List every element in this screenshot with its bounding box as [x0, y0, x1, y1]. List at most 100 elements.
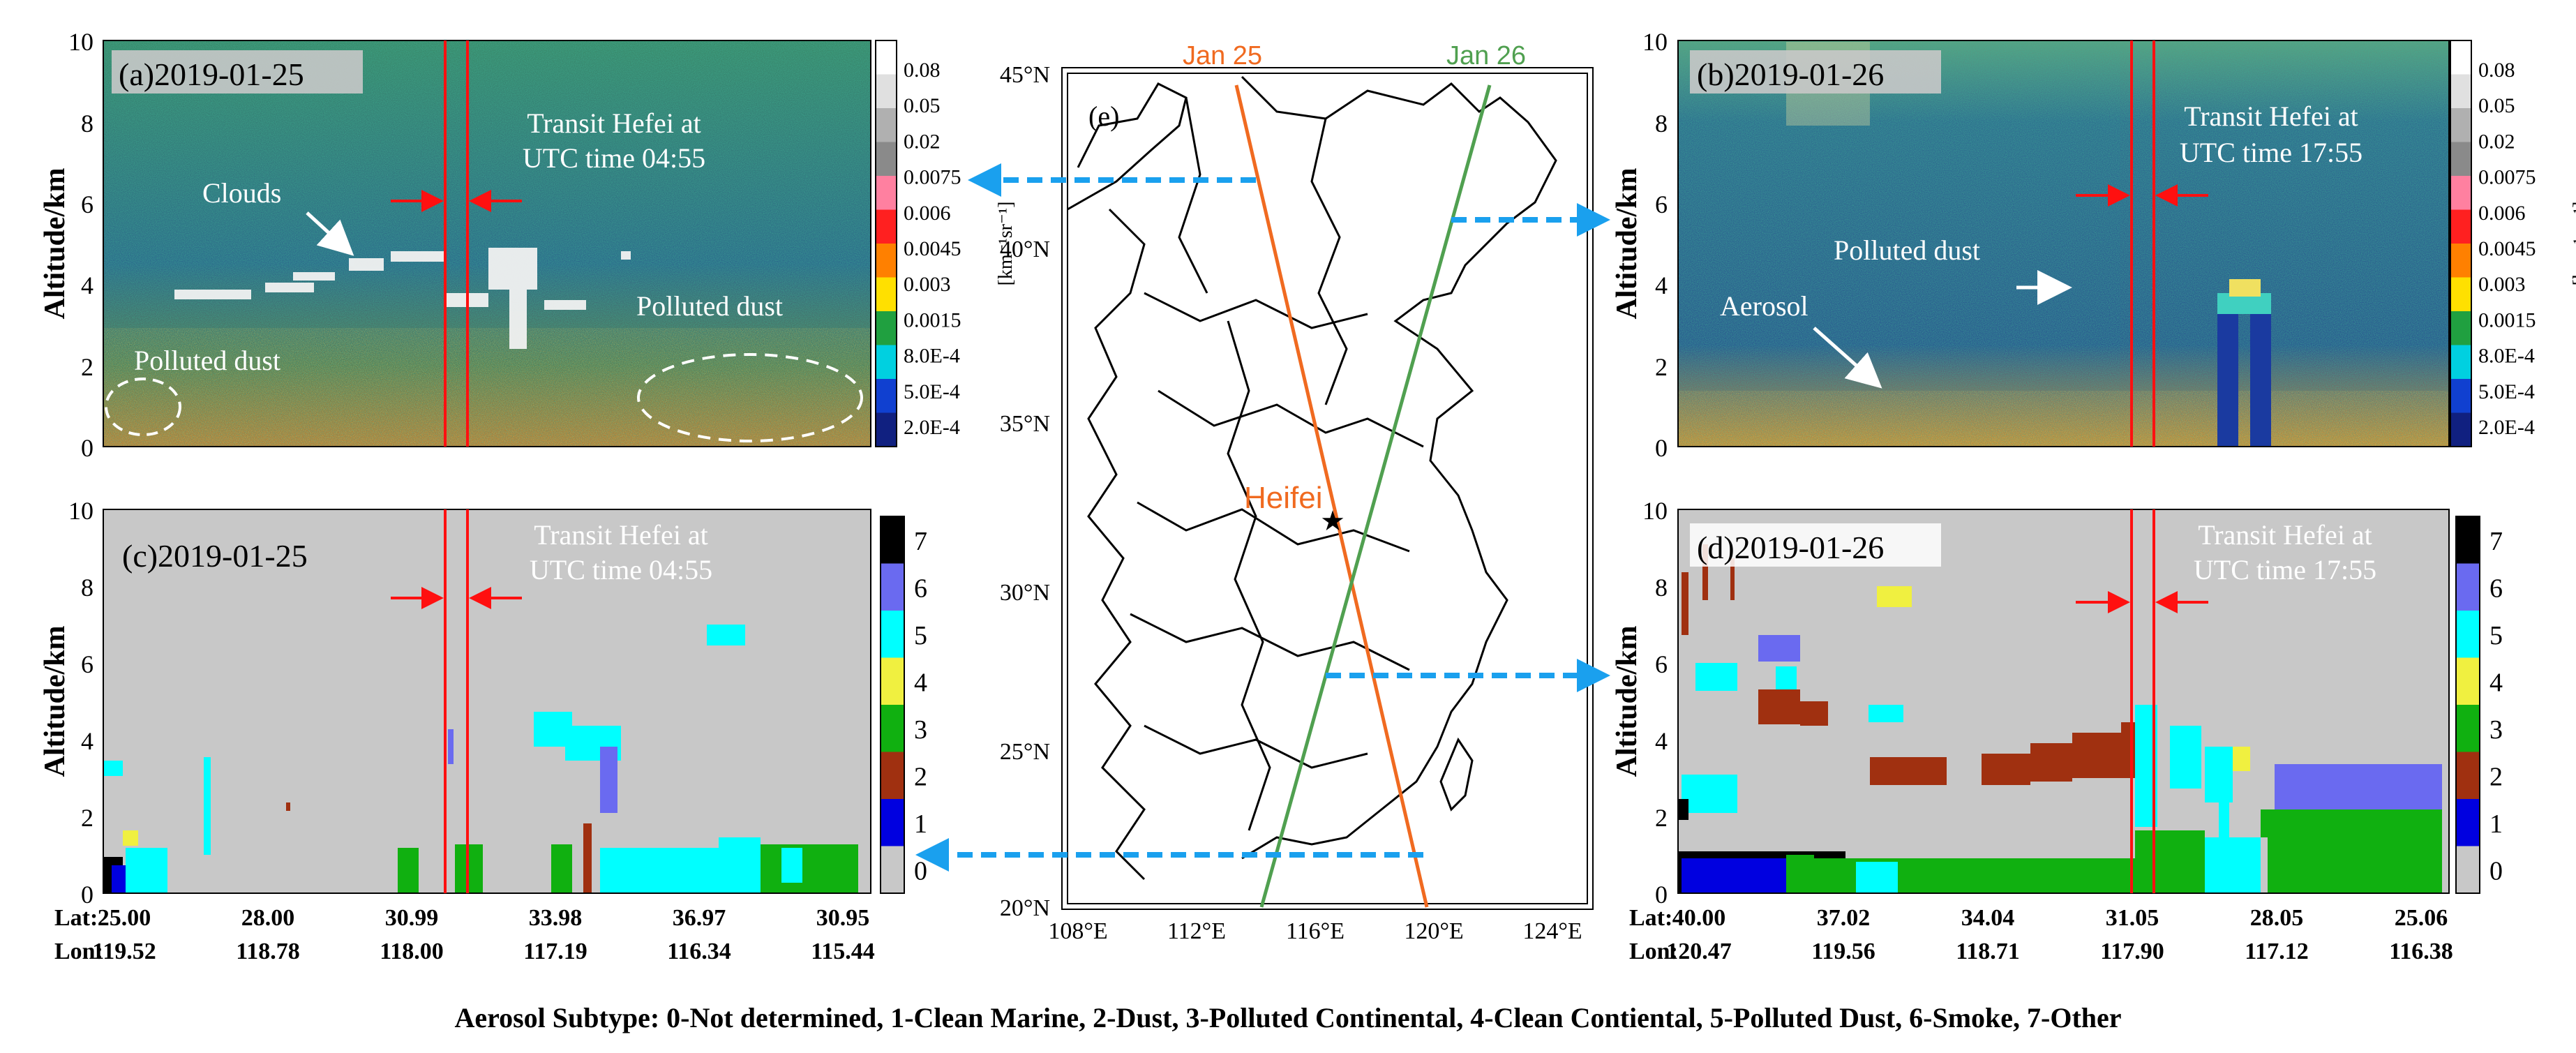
panel-d-ytick-4: 4	[1655, 727, 1668, 755]
cbar-b-cell	[2450, 311, 2471, 346]
panel-c-label: (c)2019-01-25	[122, 538, 308, 574]
panel-b-ylabel: Altitude/km	[1611, 167, 1643, 319]
track-c-lon-value: 116.34	[667, 939, 731, 964]
panel-d-colorbar: 7 6 5 4 3 2 1 0	[2455, 516, 2503, 894]
panel-c-transit-2: UTC time 04:55	[530, 554, 712, 585]
svg-text:20°N: 20°N	[1000, 895, 1050, 921]
track-c-lat-value: 30.95	[816, 905, 870, 931]
panel-c-ytick-0: 0	[81, 881, 93, 909]
track-d-lon-value: 117.90	[2100, 939, 2164, 964]
cbar-d-tick: 7	[2489, 527, 2503, 556]
panel-b-ann-aerosol: Aerosol	[1720, 290, 1809, 322]
svg-text:35°N: 35°N	[1000, 411, 1050, 437]
cbar-b-cell	[2450, 209, 2471, 244]
cbar-c-cell	[881, 752, 904, 800]
cbar-c-tick: 5	[914, 621, 927, 650]
cbar-b-tick: 0.0045	[2478, 237, 2536, 260]
svg-text:108°E: 108°E	[1048, 918, 1107, 944]
panel-a: (a)2019-01-25 Transit Hefei at UTC time …	[39, 28, 871, 462]
track-d-lon-label: Lon:	[1629, 939, 1678, 964]
panel-b-transit-1: Transit Hefei at	[2184, 100, 2358, 132]
track-c-lon-value: 119.52	[92, 939, 156, 964]
cbar-c-cell	[881, 705, 904, 753]
panel-d-label: (d)2019-01-26	[1697, 530, 1884, 565]
city-label: Heifei	[1244, 481, 1323, 515]
cbar-b-tick: 0.003	[2478, 273, 2526, 296]
connector-arrows	[915, 163, 1610, 872]
cbar-a-tick: 0.02	[904, 130, 941, 153]
cbar-b-tick: 0.02	[2478, 130, 2515, 153]
cbar-d-cell	[2456, 799, 2480, 847]
cbar-c-cell	[881, 799, 904, 847]
panel-d-ytick-2: 2	[1655, 804, 1668, 832]
panel-b-ann-polluted: Polluted dust	[1834, 234, 1980, 266]
panel-b: (b)2019-01-26 Transit Hefei at UTC time …	[1611, 28, 2450, 462]
panel-a-dust-layer	[103, 328, 871, 447]
panel-c-transit-1: Transit Hefei at	[534, 519, 708, 551]
panel-d-subtype-blocks	[1678, 544, 2442, 893]
panel-d-ylabel: Altitude/km	[1611, 625, 1643, 777]
cbar-d-tick: 0	[2489, 856, 2503, 886]
cbar-a-tick: 0.05	[904, 94, 941, 117]
cbar-a-cell	[876, 40, 897, 75]
cbar-b-cell	[2450, 379, 2471, 414]
panel-b-ytick-0: 0	[1655, 434, 1668, 462]
cbar-b-cell	[2450, 108, 2471, 143]
map-frame	[1067, 73, 1588, 904]
cbar-b-cell	[2450, 74, 2471, 109]
panel-d-ytick-0: 0	[1655, 881, 1668, 909]
track-d-lat-value: 31.05	[2106, 905, 2159, 931]
cbar-b-cell	[2450, 412, 2471, 447]
cbar-b-cell	[2450, 244, 2471, 278]
svg-text:116°E: 116°E	[1286, 918, 1345, 944]
cbar-b-cell	[2450, 142, 2471, 177]
panel-a-ytick-0: 0	[81, 434, 93, 462]
svg-text:45°N: 45°N	[1000, 62, 1050, 88]
panel-b-ytick-2: 2	[1655, 353, 1668, 381]
panel-c-ytick-6: 6	[81, 650, 93, 678]
panel-a-ytick-10: 10	[68, 28, 93, 56]
cbar-a-tick: 2.0E-4	[904, 416, 960, 439]
cbar-a-tick: 0.006	[904, 202, 951, 225]
cbar-a-unit: [km⁻¹sr⁻¹]	[995, 202, 1017, 286]
cbar-d-tick: 6	[2489, 574, 2503, 603]
panel-b-transit-2: UTC time 17:55	[2180, 137, 2362, 168]
cbar-c-cell	[881, 846, 904, 894]
panel-c-ytick-8: 8	[81, 574, 93, 602]
svg-text:30°N: 30°N	[1000, 580, 1050, 606]
track-c-lat-value: 30.99	[385, 905, 439, 931]
track-d-lat-value: 34.04	[1961, 905, 2015, 931]
cbar-b-tick: 0.006	[2478, 202, 2526, 225]
svg-text:112°E: 112°E	[1167, 918, 1226, 944]
cbar-d-cell	[2456, 516, 2480, 565]
panel-a-ytick-4: 4	[81, 271, 93, 299]
cbar-d-cell	[2456, 611, 2480, 659]
panel-b-ytick-10: 10	[1642, 28, 1668, 56]
cbar-d-tick: 2	[2489, 762, 2503, 791]
panel-b-ytick-4: 4	[1655, 271, 1668, 299]
cbar-d-cell	[2456, 846, 2480, 894]
panel-d-ytick-6: 6	[1655, 650, 1668, 678]
track-d-lat-value: 25.06	[2395, 905, 2448, 931]
cbar-a-tick: 0.003	[904, 273, 951, 296]
panel-a-colorbar: 0.08 0.05 0.02 0.0075 0.006 0.0045 0.003 0.0015…	[875, 40, 1017, 447]
panel-d-track-labels: Lat: Lon: 40.00 120.47 37.02 119.56 34.04 118.7…	[1629, 905, 2453, 964]
panel-a-ytick-8: 8	[81, 110, 93, 137]
map-lon-ticks: 108°E 112°E 116°E 120°E 124°E	[1048, 918, 1582, 944]
cbar-a-cell	[876, 345, 897, 380]
panel-c: (c)2019-01-25 Transit Hefei at UTC time …	[39, 497, 875, 964]
panel-e-map: Jan 25 Jan 26 (e) Heifei ★ 45°N 40°N 35°…	[1000, 41, 1594, 944]
track-d-lon-value: 118.71	[1956, 939, 2020, 964]
panel-a-ylabel: Altitude/km	[39, 167, 71, 319]
cbar-b-cell	[2450, 345, 2471, 380]
cbar-b-cell	[2450, 40, 2471, 75]
panel-d-y-axis: Altitude/km 0 2 4 6 8 10	[1611, 497, 1668, 909]
cbar-a-tick: 0.0045	[904, 237, 961, 260]
cbar-a-cell	[876, 277, 897, 312]
panel-c-subtype-blocks	[103, 625, 858, 893]
panel-c-y-axis: Altitude/km 0 2 4 6 8 10	[39, 497, 93, 909]
panel-a-ann-dust-right: Polluted dust	[636, 290, 783, 322]
panel-c-ytick-10: 10	[68, 497, 93, 525]
panel-d-ytick-8: 8	[1655, 574, 1668, 602]
cbar-b-cell	[2450, 277, 2471, 312]
